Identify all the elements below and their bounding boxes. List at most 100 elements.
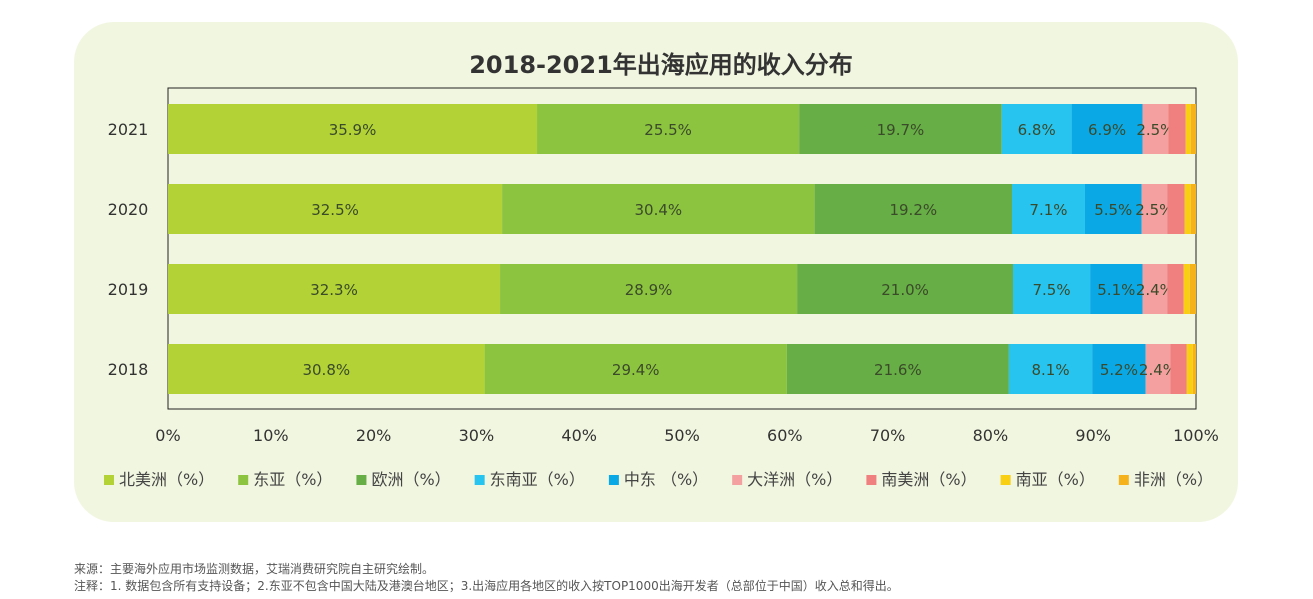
data-label: 6.8% [1018, 121, 1056, 139]
legend-item: 东南亚（%） [474, 470, 585, 489]
legend-item: 东亚（%） [238, 470, 332, 489]
legend-swatch [732, 475, 743, 485]
data-label: 19.7% [877, 121, 925, 139]
x-tick-label: 80% [973, 426, 1009, 445]
legend-swatch [1118, 475, 1129, 485]
bar-segment [814, 184, 1012, 234]
legend-swatch [608, 475, 619, 485]
bar-segment [1001, 104, 1072, 154]
x-tick-label: 0% [155, 426, 180, 445]
legend-swatch [104, 475, 114, 485]
plot-frame [167, 87, 1197, 410]
legend-item: 南美洲（%） [866, 470, 977, 489]
legend-swatch [474, 475, 485, 485]
bar-segment [799, 104, 1002, 154]
source-note: 来源：主要海外应用市场监测数据，艾瑞消费研究院自主研究绘制。 [74, 562, 435, 576]
x-tick-label: 100% [1173, 426, 1219, 445]
y-tick-label: 2021 [108, 120, 149, 139]
x-tick-label: 30% [459, 426, 495, 445]
y-tick-label: 2020 [108, 200, 149, 219]
bar-segment [1168, 104, 1186, 154]
data-label: 29.4% [612, 361, 660, 379]
bar-segment [1092, 344, 1146, 394]
data-label: 19.2% [889, 201, 937, 219]
x-tick-label: 40% [561, 426, 597, 445]
data-label: 2.4% [1139, 361, 1177, 379]
bar-segment [502, 184, 815, 234]
legend-swatch [356, 475, 367, 485]
x-tick-label: 20% [356, 426, 392, 445]
bar-segment [1189, 264, 1196, 314]
x-tick-label: 10% [253, 426, 289, 445]
bar-segment [786, 344, 1009, 394]
y-tick-label: 2018 [108, 360, 149, 379]
bar-segment [1192, 344, 1196, 394]
bar-segment [1167, 184, 1185, 234]
bar-segment [1186, 344, 1193, 394]
x-tick-label: 50% [664, 426, 700, 445]
data-label: 2.5% [1136, 121, 1174, 139]
bar-segment [500, 264, 798, 314]
legend-item: 北美洲（%） [104, 470, 214, 489]
legend-label: 欧洲（%） [371, 470, 450, 489]
data-label: 21.6% [874, 361, 922, 379]
bar-segment [168, 264, 501, 314]
legend-swatch [238, 475, 249, 485]
legend-label: 非洲（%） [1134, 470, 1213, 489]
legend-label: 北美洲（%） [119, 470, 214, 489]
bar-segment [1013, 264, 1091, 314]
legend-item: 大洋洲（%） [732, 470, 842, 489]
bar-segment [1190, 104, 1196, 154]
legend-swatch [866, 475, 877, 485]
data-label: 5.2% [1100, 361, 1138, 379]
legend-swatch [1000, 475, 1011, 485]
chart-title: 2018-2021年出海应用的收入分布 [469, 51, 853, 79]
data-label: 30.8% [302, 361, 350, 379]
bar-segment [168, 104, 538, 154]
x-tick-label: 60% [767, 426, 803, 445]
legend-label: 中东 （%） [624, 470, 708, 489]
data-label: 25.5% [644, 121, 692, 139]
bar-segment [1142, 264, 1168, 314]
y-tick-label: 2019 [108, 280, 149, 299]
legend-item: 欧洲（%） [356, 470, 451, 489]
bar-segment [1008, 344, 1093, 394]
bar-segment [797, 264, 1014, 314]
data-label: 28.9% [625, 281, 673, 299]
bar-segment [1011, 184, 1085, 234]
data-label: 2.4% [1136, 281, 1174, 299]
bar-segment [1142, 104, 1169, 154]
legend: 北美洲（%） 东亚（%） 欧洲（%） 东南亚（%） 中东 （%） 大洋洲（%） 南美洲（%）… [104, 470, 1213, 489]
legend-item: 南亚（%） [1000, 470, 1095, 489]
bar-segment [1167, 264, 1184, 314]
data-label: 7.1% [1029, 201, 1067, 219]
x-tick-label: 70% [870, 426, 906, 445]
data-label: 35.9% [329, 121, 377, 139]
bar-segment [1170, 344, 1187, 394]
legend-item: 中东 （%） [608, 470, 708, 489]
bar-segment [1190, 184, 1196, 234]
data-label: 7.5% [1033, 281, 1071, 299]
footnotes: 来源：主要海外应用市场监测数据，艾瑞消费研究院自主研究绘制。 注释：1. 数据包… [74, 561, 1294, 595]
bar-segment [1184, 184, 1191, 234]
data-label: 30.4% [635, 201, 683, 219]
bar-segment [1185, 104, 1191, 154]
legend-label: 东亚（%） [253, 470, 332, 489]
data-label: 32.5% [311, 201, 359, 219]
data-label: 2.5% [1135, 201, 1173, 219]
bar-segment [1090, 264, 1143, 314]
bar-segment [168, 344, 485, 394]
legend-label: 南亚（%） [1016, 470, 1095, 489]
legend-label: 南美洲（%） [881, 470, 976, 489]
data-label: 21.0% [881, 281, 929, 299]
data-label: 32.3% [310, 281, 358, 299]
bar-segment [1145, 344, 1171, 394]
bar-segment [1183, 264, 1190, 314]
data-label: 5.5% [1094, 201, 1132, 219]
bar-segment [168, 184, 503, 234]
x-tick-label: 90% [1075, 426, 1111, 445]
data-label: 6.9% [1088, 121, 1126, 139]
data-label: 8.1% [1031, 361, 1069, 379]
bar-segment [484, 344, 787, 394]
